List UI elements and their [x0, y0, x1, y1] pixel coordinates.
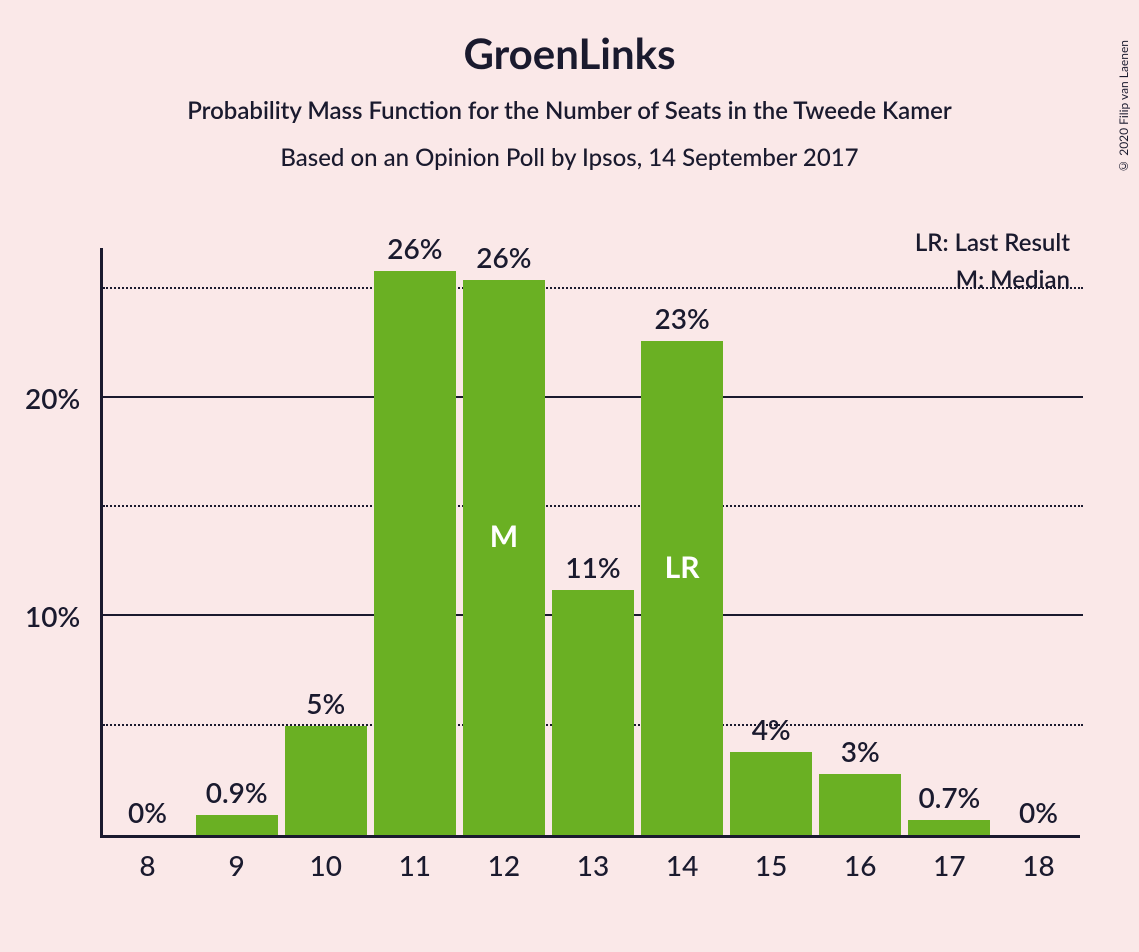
bar — [374, 271, 456, 835]
bar-value-label: 26% — [476, 240, 531, 274]
chart-subtitle: Probability Mass Function for the Number… — [0, 96, 1139, 125]
bar-value-label: 23% — [654, 301, 709, 335]
xtick-label: 11 — [399, 848, 431, 882]
bar — [196, 815, 278, 835]
bar — [463, 280, 545, 835]
xtick-label: 12 — [488, 848, 520, 882]
bar-value-label: 0.9% — [206, 775, 268, 809]
bar — [641, 341, 723, 835]
bar-value-label: 4% — [752, 712, 791, 746]
plot-region: 10%20%0%80.9%95%1026%1126%12M11%1323%14L… — [100, 248, 1080, 838]
bar — [819, 774, 901, 835]
median-marker: M — [490, 518, 518, 554]
xtick-label: 16 — [844, 848, 876, 882]
bar-value-label: 3% — [841, 734, 880, 768]
bar — [285, 726, 367, 835]
xtick-label: 13 — [577, 848, 609, 882]
bar-value-label: 5% — [306, 686, 345, 720]
xtick-label: 9 — [229, 848, 245, 882]
xtick-label: 10 — [309, 848, 341, 882]
bar-value-label: 0% — [1019, 795, 1058, 829]
bar-value-label: 26% — [387, 231, 442, 265]
bar — [552, 590, 634, 835]
xtick-label: 17 — [933, 848, 965, 882]
last-result-marker: LR — [665, 549, 700, 585]
xtick-label: 8 — [139, 848, 155, 882]
bar-value-label: 0% — [128, 795, 167, 829]
bar — [908, 820, 990, 835]
gridline-minor — [103, 505, 1083, 507]
ytick-label: 10% — [25, 599, 88, 633]
copyright-text: © 2020 Filip van Laenen — [1116, 40, 1131, 174]
bar-value-label: 11% — [565, 550, 620, 584]
gridline-minor — [103, 287, 1083, 289]
ytick-label: 20% — [25, 381, 88, 415]
chart-title: GroenLinks — [0, 28, 1139, 78]
bar-value-label: 0.7% — [918, 780, 980, 814]
bar — [730, 752, 812, 835]
xtick-label: 15 — [755, 848, 787, 882]
gridline-major — [103, 396, 1083, 398]
xtick-label: 14 — [666, 848, 698, 882]
xtick-label: 18 — [1022, 848, 1054, 882]
chart-subtitle-2: Based on an Opinion Poll by Ipsos, 14 Se… — [0, 143, 1139, 172]
chart-area: LR: Last Result M: Median 10%20%0%80.9%9… — [100, 248, 1080, 838]
